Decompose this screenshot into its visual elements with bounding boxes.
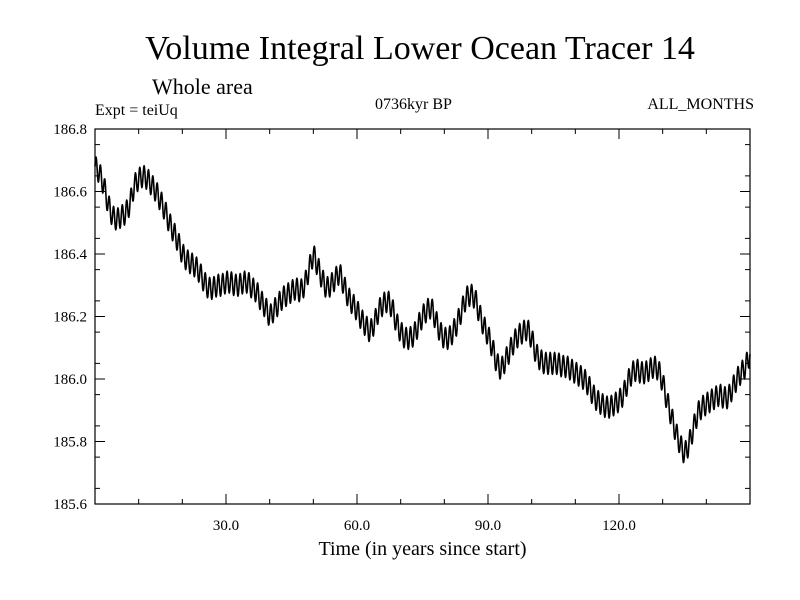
y-tick-label: 186.6 — [53, 185, 87, 201]
chart-title: Volume Integral Lower Ocean Tracer 14 — [145, 30, 695, 67]
period-label: 0736kyr BP — [375, 96, 452, 113]
y-tick-label: 186.2 — [53, 310, 87, 326]
experiment-label: Expt = teiUq — [95, 102, 178, 119]
y-tick-label: 186.4 — [53, 247, 87, 263]
months-label: ALL_MONTHS — [647, 96, 754, 113]
chart-subtitle: Whole area — [152, 74, 253, 99]
x-tick-label: 120.0 — [602, 518, 636, 534]
x-tick-label: 30.0 — [213, 518, 239, 534]
series-line-tracer-14 — [94, 156, 751, 464]
x-axis-label: Time (in years since start) — [318, 538, 527, 560]
y-tick-label: 186.0 — [53, 372, 87, 388]
plot-area-frame — [94, 128, 751, 505]
x-tick-label: 60.0 — [344, 518, 370, 534]
x-tick-label: 90.0 — [475, 518, 501, 534]
y-tick-label: 185.8 — [53, 435, 87, 451]
y-tick-label: 186.8 — [53, 122, 87, 138]
y-tick-label: 185.6 — [53, 497, 87, 513]
axis-tick-labels: 185.6 185.8 186.0 186.2 186.4 186.6 186.8 30.0 6… — [53, 122, 636, 534]
